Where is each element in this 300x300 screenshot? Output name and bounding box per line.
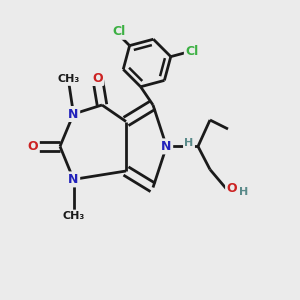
Text: N: N	[161, 140, 172, 153]
Text: Cl: Cl	[112, 25, 125, 38]
Text: H: H	[184, 138, 194, 148]
Text: H: H	[239, 187, 248, 197]
Text: O: O	[92, 71, 103, 85]
Text: O: O	[226, 182, 237, 196]
Text: N: N	[68, 173, 79, 186]
Text: Cl: Cl	[185, 45, 199, 58]
Text: CH₃: CH₃	[58, 74, 80, 85]
Text: CH₃: CH₃	[62, 211, 85, 221]
Text: N: N	[68, 107, 79, 121]
Text: O: O	[28, 140, 38, 153]
